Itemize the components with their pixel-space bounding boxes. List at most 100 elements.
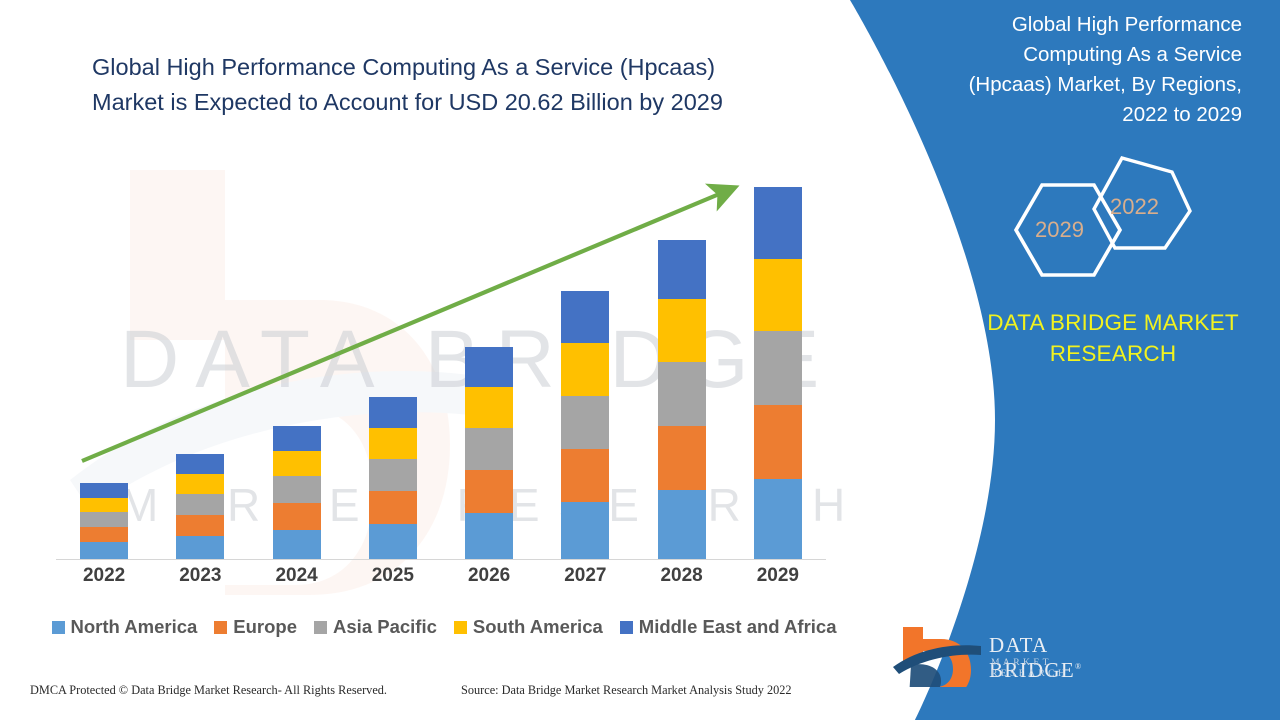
bar-segment [80, 497, 129, 513]
x-axis-label: 2029 [756, 565, 800, 586]
stacked-bar-2023 [176, 453, 225, 559]
legend-item[interactable]: Asia Pacific [314, 616, 437, 638]
bar-column [441, 346, 537, 559]
year-hexagons: 2022 2029 [1002, 155, 1202, 280]
footer-copyright: DMCA Protected © Data Bridge Market Rese… [30, 683, 387, 697]
bar-segment [561, 501, 610, 559]
bar-column [730, 187, 826, 559]
bar-column [249, 426, 345, 559]
legend-swatch [314, 620, 328, 634]
bar-segment [561, 395, 610, 449]
bar-segment [465, 427, 514, 470]
company-logo: DATA BRIDGE® MARKET RESEARCH [893, 625, 1108, 699]
legend-item[interactable]: North America [51, 616, 198, 638]
bar-segment [465, 469, 514, 513]
bar-segment [80, 482, 129, 498]
bar-segment [753, 330, 802, 405]
x-axis-label: 2023 [179, 565, 222, 586]
panel-title: Global High Performance Computing As a S… [968, 13, 1242, 126]
bar-segment [561, 342, 610, 396]
logo-name-top: DATA BRIDGE® [989, 633, 1083, 682]
bar-segment [176, 514, 225, 536]
brand-line-2: RESEARCH [1049, 341, 1177, 366]
stacked-bar-2025 [368, 397, 417, 559]
bar-column [152, 453, 248, 559]
stacked-bar-2028 [657, 239, 706, 559]
legend-label: Middle East and Africa [638, 616, 837, 637]
x-axis-label: 2024 [275, 565, 318, 586]
bar-column [56, 482, 152, 559]
bar-segment [657, 489, 706, 559]
hex-label-2029: 2029 [1035, 217, 1084, 242]
legend-label: North America [70, 616, 198, 637]
stacked-bar-chart [56, 170, 826, 560]
bar-segment [753, 187, 802, 259]
x-axis-labels: 2022 2023 2024 2025 2026 2027 2028 2029 [56, 565, 826, 587]
bar-segment [465, 386, 514, 428]
x-axis-label: 2025 [371, 565, 415, 586]
stacked-bar-2022 [80, 482, 129, 559]
bar-segment [753, 478, 802, 559]
bar-segment [368, 491, 417, 524]
bar-segment [80, 527, 129, 543]
bar-segment [176, 493, 225, 515]
bar-segment [176, 453, 225, 474]
stacked-bar-2026 [465, 346, 514, 559]
x-axis-label: 2028 [660, 565, 703, 586]
footer-source: Source: Data Bridge Market Research Mark… [461, 683, 792, 697]
bar-segment [657, 425, 706, 490]
page-title: Global High Performance Computing As a S… [92, 54, 723, 115]
bar-segment [657, 298, 706, 362]
legend-swatch [214, 620, 228, 634]
brand-line-1: DATA BRIDGE MARKET [987, 310, 1239, 335]
legend-label: Asia Pacific [333, 616, 437, 637]
legend-swatch [51, 620, 65, 634]
bar-segment [272, 503, 321, 531]
bar-segment [80, 512, 129, 528]
x-axis-label: 2026 [467, 565, 511, 586]
x-axis-label: 2027 [564, 565, 607, 586]
bar-segment [80, 542, 129, 559]
bar-segment [561, 448, 610, 502]
x-axis-line [56, 559, 826, 560]
bar-column [537, 290, 633, 559]
bar-segment [465, 346, 514, 387]
bar-segment [272, 426, 321, 452]
stacked-bar-2029 [753, 187, 802, 559]
legend-item[interactable]: Europe [214, 616, 297, 638]
bar-segment [753, 404, 802, 479]
logo-mark-icon [893, 627, 981, 699]
bar-segment [176, 535, 225, 559]
bar-column [634, 239, 730, 559]
legend-label: South America [472, 616, 603, 637]
x-axis-label: 2022 [82, 565, 126, 586]
bar-segment [561, 290, 610, 343]
logo-name-bottom: MARKET RESEARCH [991, 657, 1069, 679]
bar-segment [176, 473, 225, 494]
bar-segment [368, 428, 417, 459]
legend-item[interactable]: South America [453, 616, 603, 638]
bar-segment [272, 451, 321, 477]
bar-segment [657, 239, 706, 299]
bar-segment [272, 530, 321, 559]
hex-label-2022: 2022 [1110, 194, 1159, 219]
stacked-bar-2027 [561, 290, 610, 559]
bar-segment [465, 512, 514, 559]
bar-segment [753, 258, 802, 331]
legend-swatch [453, 620, 467, 634]
bar-segment [368, 397, 417, 429]
bar-group [56, 170, 826, 559]
brand-name: DATA BRIDGE MARKET RESEARCH [968, 307, 1258, 369]
bar-segment [368, 523, 417, 559]
chart-legend: North America Europe Asia Pacific South Ame… [51, 616, 837, 638]
logo-trademark: ® [1074, 662, 1083, 671]
legend-label: Europe [233, 616, 298, 637]
stacked-bar-2024 [272, 426, 321, 559]
legend-item[interactable]: Middle East and Africa [619, 616, 837, 638]
bar-segment [272, 476, 321, 504]
bar-column [345, 397, 441, 559]
bar-segment [368, 458, 417, 491]
legend-swatch [619, 620, 633, 634]
bar-segment [657, 361, 706, 426]
